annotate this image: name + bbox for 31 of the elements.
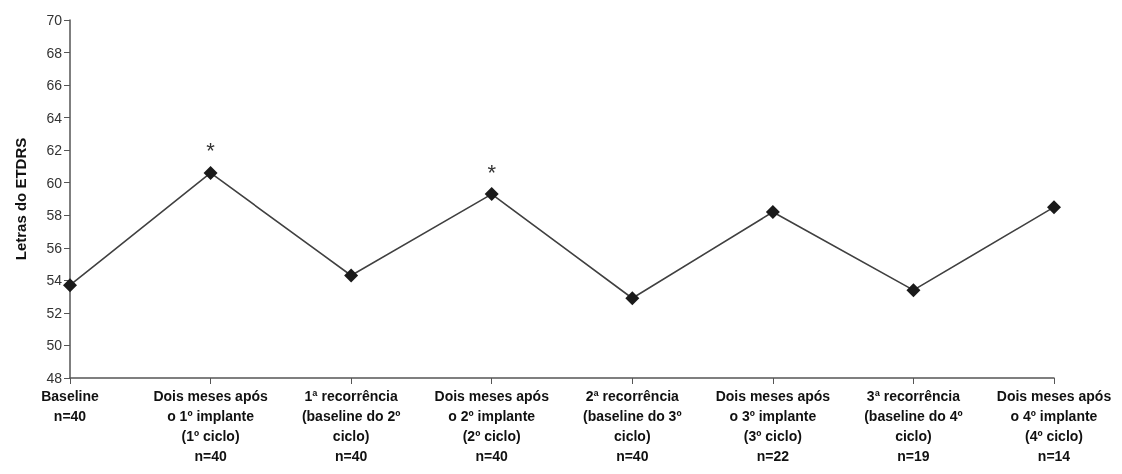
y-tick-label: 68: [46, 44, 63, 61]
point: [63, 278, 77, 293]
x-tick-label: Dois meses após o 1º implante (1º ciclo) n=40: [153, 388, 268, 464]
annotation: *: [487, 159, 497, 185]
x-tick-label: 2ª recorrência (baseline do 3º ciclo) n=40: [583, 388, 682, 464]
y-tick-label: 70: [46, 12, 63, 28]
x-tick-label: 3ª recorrência (baseline do 4º ciclo) n=19: [864, 388, 963, 464]
point: [484, 187, 499, 202]
annotation: *: [206, 138, 216, 164]
y-tick-label: 66: [46, 77, 63, 94]
y-tick-label: 52: [46, 304, 63, 321]
x-tick-label: Dois meses após o 3º implante (3º ciclo) n=22: [715, 388, 831, 464]
point: [344, 268, 359, 283]
y-axis-title: Letras do ETDRS: [12, 137, 29, 261]
x-tick-label: Dois meses após o 2º implante (2º ciclo) n=40: [434, 388, 550, 464]
y-tick-label: 60: [46, 174, 63, 191]
y-tick-label: 48: [46, 370, 63, 386]
point: [765, 205, 780, 220]
y-tick-label: 64: [46, 109, 63, 126]
point: [203, 165, 218, 180]
y-tick-label: 58: [46, 207, 63, 224]
y-tick-label: 54: [46, 272, 63, 289]
point: [1047, 200, 1061, 215]
point: [906, 283, 921, 298]
y-tick-label: 50: [46, 337, 63, 354]
x-tick-label: Dois meses após o 4º implante (4º ciclo) n=14: [996, 388, 1112, 464]
x-tick-label: Baseline n=40: [41, 388, 99, 424]
y-tick-label: 56: [46, 239, 63, 256]
y-tick-label: 62: [46, 142, 63, 159]
point: [625, 291, 640, 306]
x-tick-label: 1ª recorrência (baseline do 2º ciclo) n=40: [301, 388, 401, 464]
